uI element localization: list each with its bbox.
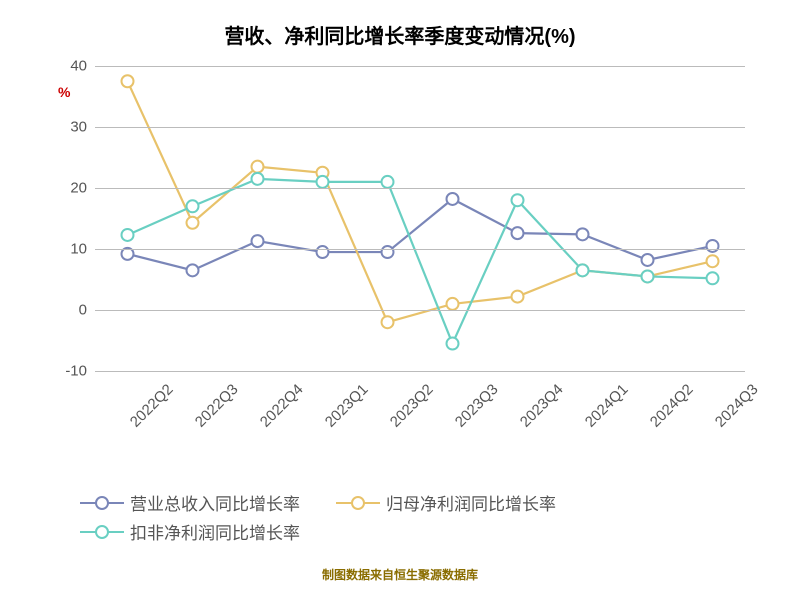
series-marker-net_profit_ex — [512, 194, 524, 206]
series-marker-net_profit_parent — [382, 316, 394, 328]
grid-line — [95, 371, 745, 372]
series-marker-net_profit_ex — [122, 229, 134, 241]
series-marker-revenue — [642, 254, 654, 266]
x-tick-label: 2022Q3 — [181, 371, 241, 431]
legend-item-net_profit_parent: 归母净利润同比增长率 — [336, 490, 556, 515]
x-tick-label: 2024Q3 — [701, 371, 761, 431]
series-marker-net_profit_ex — [382, 176, 394, 188]
series-marker-net_profit_ex — [447, 338, 459, 350]
series-marker-net_profit_ex — [187, 200, 199, 212]
footer-attribution: 制图数据来自恒生聚源数据库 — [0, 566, 800, 583]
y-tick-label: 0 — [79, 302, 95, 319]
y-tick-label: 10 — [70, 241, 95, 258]
x-tick-label: 2022Q4 — [246, 371, 306, 431]
series-marker-net_profit_ex — [642, 270, 654, 282]
x-tick-label: 2022Q2 — [116, 371, 176, 431]
series-marker-net_profit_parent — [122, 75, 134, 87]
series-line-revenue — [128, 199, 713, 270]
series-marker-revenue — [252, 235, 264, 247]
series-marker-revenue — [317, 246, 329, 258]
series-marker-revenue — [512, 227, 524, 239]
y-tick-label: 40 — [70, 58, 95, 75]
y-tick-label: -10 — [65, 363, 95, 380]
x-tick-label: 2024Q2 — [636, 371, 696, 431]
series-marker-net_profit_ex — [252, 173, 264, 185]
x-tick-label: 2024Q1 — [571, 371, 631, 431]
legend-swatch-icon — [80, 524, 124, 540]
legend-label: 归母净利润同比增长率 — [386, 490, 556, 515]
x-tick-label: 2023Q1 — [311, 371, 371, 431]
grid-line — [95, 66, 745, 67]
y-tick-label: 30 — [70, 119, 95, 136]
series-marker-revenue — [187, 264, 199, 276]
chart-plot-area: -100102030402022Q22022Q32022Q42023Q12023… — [95, 66, 745, 371]
series-marker-net_profit_parent — [512, 291, 524, 303]
series-marker-revenue — [447, 193, 459, 205]
legend: 营业总收入同比增长率 归母净利润同比增长率扣非净利润同比增长率 — [80, 490, 760, 544]
legend-swatch-icon — [336, 495, 380, 511]
series-marker-net_profit_ex — [707, 272, 719, 284]
legend-swatch-icon — [80, 495, 124, 511]
legend-label: 扣非净利润同比增长率 — [130, 519, 300, 544]
plot-svg — [95, 66, 745, 371]
y-axis-unit: % — [58, 84, 70, 100]
legend-item-revenue: 营业总收入同比增长率 — [80, 490, 300, 515]
series-marker-revenue — [382, 246, 394, 258]
grid-line — [95, 188, 745, 189]
legend-label: 营业总收入同比增长率 — [130, 490, 300, 515]
x-tick-label: 2023Q2 — [376, 371, 436, 431]
legend-item-net_profit_ex: 扣非净利润同比增长率 — [80, 519, 300, 544]
series-marker-net_profit_ex — [317, 176, 329, 188]
series-marker-net_profit_ex — [577, 264, 589, 276]
series-line-net_profit_parent — [128, 81, 713, 322]
x-tick-label: 2023Q3 — [441, 371, 501, 431]
grid-line — [95, 310, 745, 311]
series-marker-net_profit_parent — [707, 255, 719, 267]
grid-line — [95, 249, 745, 250]
x-tick-label: 2023Q4 — [506, 371, 566, 431]
series-marker-net_profit_parent — [447, 298, 459, 310]
chart-title: 营收、净利同比增长率季度变动情况(%) — [0, 0, 800, 49]
series-marker-revenue — [577, 228, 589, 240]
series-marker-net_profit_parent — [252, 161, 264, 173]
series-marker-net_profit_parent — [187, 217, 199, 229]
y-tick-label: 20 — [70, 180, 95, 197]
series-marker-revenue — [707, 240, 719, 252]
grid-line — [95, 127, 745, 128]
